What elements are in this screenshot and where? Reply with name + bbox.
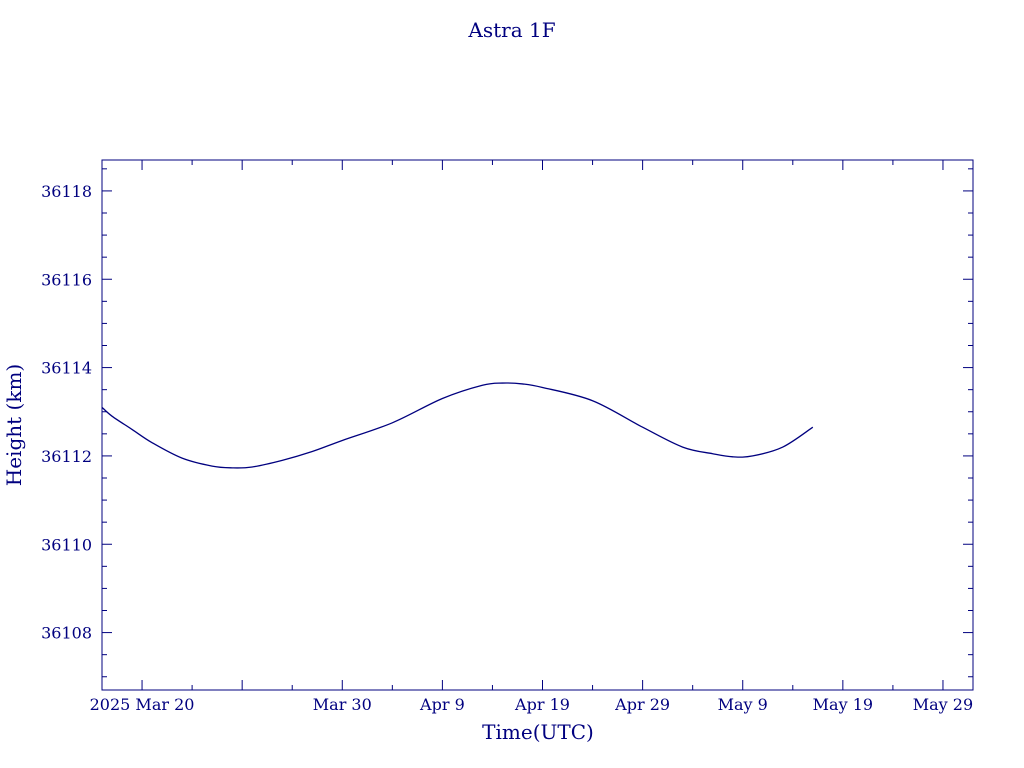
y-tick-label: 36116: [41, 270, 92, 289]
plot-frame: [101, 159, 974, 691]
y-tick-label: 36112: [41, 447, 92, 466]
y-axis-ticks: [102, 168, 973, 678]
height-series-line: [101, 382, 814, 469]
y-tick-label: 36114: [41, 359, 92, 378]
y-tick-label: 36108: [41, 624, 92, 643]
chart-title: Astra 1F: [467, 18, 555, 42]
y-axis-tick-labels: 36108 36110 36112 36114 36116 36118: [41, 182, 92, 643]
x-axis-tick-labels: 2025 Mar 20 Mar 30 Apr 9 Apr 19 Apr 29 May 9 M…: [90, 695, 974, 714]
y-tick-label: 36118: [41, 182, 92, 201]
x-tick-label: May 9: [718, 695, 768, 714]
y-axis-title: Height (km): [2, 364, 26, 486]
x-axis-title: Time(UTC): [482, 720, 594, 744]
y-tick-label: 36110: [41, 535, 92, 554]
x-tick-label: Mar 30: [313, 695, 372, 714]
x-tick-label: May 29: [913, 695, 973, 714]
x-tick-label: May 19: [813, 695, 873, 714]
x-tick-label: Apr 29: [614, 695, 670, 714]
x-tick-label: Apr 9: [419, 695, 465, 714]
series-layer: [101, 382, 814, 469]
x-tick-label: Apr 19: [514, 695, 570, 714]
x-tick-label: 2025 Mar 20: [90, 695, 195, 714]
x-axis-ticks: [141, 160, 944, 690]
